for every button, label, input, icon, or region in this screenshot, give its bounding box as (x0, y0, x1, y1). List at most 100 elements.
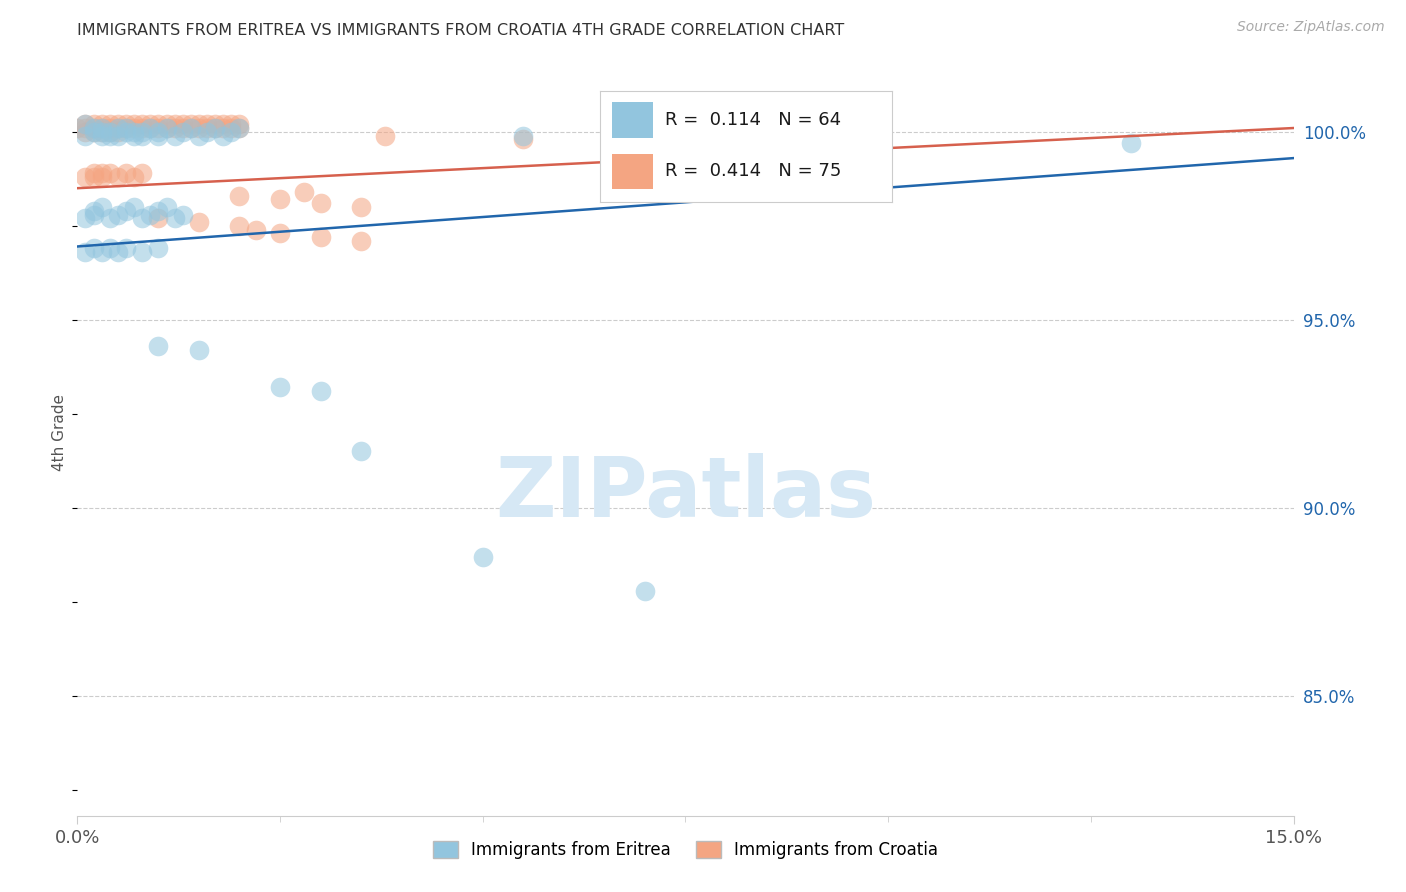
Immigrants from Eritrea (107, 128, 129, 143)
Immigrants from Croatia (374, 128, 396, 143)
Immigrants from Eritrea (1121, 136, 1143, 150)
Immigrants from Croatia (83, 169, 105, 184)
Immigrants from Croatia (98, 166, 121, 180)
Immigrants from Eritrea (163, 128, 186, 143)
Immigrants from Eritrea (309, 384, 332, 399)
Immigrants from Croatia (228, 188, 250, 202)
Immigrants from Eritrea (512, 128, 534, 143)
Immigrants from Eritrea (471, 549, 494, 564)
Immigrants from Eritrea (83, 203, 105, 218)
Immigrants from Eritrea (107, 245, 129, 260)
Immigrants from Eritrea (98, 125, 121, 139)
Immigrants from Croatia (650, 125, 672, 139)
Immigrants from Eritrea (122, 200, 145, 214)
Immigrants from Eritrea (188, 128, 211, 143)
Immigrants from Croatia (83, 166, 105, 180)
Immigrants from Croatia (122, 117, 145, 131)
Immigrants from Croatia (148, 117, 170, 131)
Immigrants from Eritrea (188, 343, 211, 357)
Immigrants from Eritrea (155, 200, 177, 214)
Immigrants from Eritrea (155, 121, 177, 136)
Immigrants from Eritrea (180, 121, 202, 136)
Text: IMMIGRANTS FROM ERITREA VS IMMIGRANTS FROM CROATIA 4TH GRADE CORRELATION CHART: IMMIGRANTS FROM ERITREA VS IMMIGRANTS FR… (77, 23, 845, 38)
Immigrants from Croatia (131, 117, 153, 131)
Immigrants from Eritrea (107, 207, 129, 221)
Immigrants from Eritrea (122, 125, 145, 139)
Immigrants from Croatia (309, 196, 332, 211)
Immigrants from Eritrea (98, 128, 121, 143)
Immigrants from Croatia (228, 117, 250, 131)
Immigrants from Eritrea (221, 125, 243, 139)
Immigrants from Eritrea (90, 121, 112, 136)
Immigrants from Croatia (122, 121, 145, 136)
Immigrants from Eritrea (90, 200, 112, 214)
Immigrants from Croatia (245, 222, 267, 236)
Immigrants from Eritrea (131, 211, 153, 226)
Immigrants from Eritrea (172, 125, 194, 139)
Immigrants from Croatia (90, 169, 112, 184)
Immigrants from Eritrea (148, 125, 170, 139)
Immigrants from Croatia (98, 121, 121, 136)
Immigrants from Croatia (107, 125, 129, 139)
Immigrants from Croatia (83, 117, 105, 131)
Immigrants from Croatia (195, 117, 218, 131)
Immigrants from Croatia (90, 125, 112, 139)
Immigrants from Croatia (212, 121, 235, 136)
Immigrants from Croatia (350, 200, 373, 214)
Immigrants from Croatia (83, 121, 105, 136)
Immigrants from Eritrea (139, 207, 162, 221)
Immigrants from Croatia (188, 121, 211, 136)
Immigrants from Eritrea (139, 121, 162, 136)
Immigrants from Eritrea (350, 444, 373, 458)
Immigrants from Eritrea (83, 241, 105, 255)
Immigrants from Croatia (122, 169, 145, 184)
Immigrants from Croatia (269, 193, 291, 207)
Immigrants from Croatia (148, 121, 170, 136)
Immigrants from Croatia (155, 117, 177, 131)
Immigrants from Croatia (292, 185, 315, 199)
Immigrants from Eritrea (131, 125, 153, 139)
Immigrants from Croatia (172, 121, 194, 136)
Immigrants from Croatia (163, 117, 186, 131)
Immigrants from Croatia (188, 117, 211, 131)
Immigrants from Croatia (83, 125, 105, 139)
Immigrants from Croatia (90, 121, 112, 136)
Immigrants from Eritrea (107, 121, 129, 136)
Immigrants from Eritrea (90, 128, 112, 143)
Immigrants from Eritrea (148, 241, 170, 255)
Immigrants from Croatia (163, 121, 186, 136)
Immigrants from Croatia (269, 227, 291, 241)
Immigrants from Croatia (107, 169, 129, 184)
Immigrants from Eritrea (131, 128, 153, 143)
Immigrants from Croatia (66, 121, 89, 136)
Immigrants from Croatia (195, 121, 218, 136)
Immigrants from Croatia (309, 230, 332, 244)
Immigrants from Eritrea (148, 203, 170, 218)
Immigrants from Eritrea (634, 583, 657, 598)
Immigrants from Croatia (107, 117, 129, 131)
Immigrants from Croatia (139, 117, 162, 131)
Immigrants from Croatia (180, 121, 202, 136)
Immigrants from Croatia (98, 125, 121, 139)
Immigrants from Eritrea (98, 241, 121, 255)
Immigrants from Croatia (75, 125, 97, 139)
Text: ZIPatlas: ZIPatlas (495, 453, 876, 534)
Immigrants from Croatia (228, 219, 250, 233)
Immigrants from Eritrea (212, 128, 235, 143)
Immigrants from Croatia (115, 121, 138, 136)
Immigrants from Eritrea (131, 245, 153, 260)
Immigrants from Croatia (75, 169, 97, 184)
Immigrants from Eritrea (90, 125, 112, 139)
Immigrants from Croatia (115, 117, 138, 131)
Immigrants from Eritrea (204, 121, 226, 136)
Immigrants from Croatia (75, 121, 97, 136)
Text: Source: ZipAtlas.com: Source: ZipAtlas.com (1237, 20, 1385, 34)
Immigrants from Croatia (131, 166, 153, 180)
Immigrants from Eritrea (75, 245, 97, 260)
Immigrants from Croatia (90, 117, 112, 131)
Immigrants from Croatia (221, 121, 243, 136)
Immigrants from Croatia (131, 121, 153, 136)
Immigrants from Eritrea (228, 121, 250, 136)
Immigrants from Eritrea (115, 125, 138, 139)
Immigrants from Croatia (155, 121, 177, 136)
